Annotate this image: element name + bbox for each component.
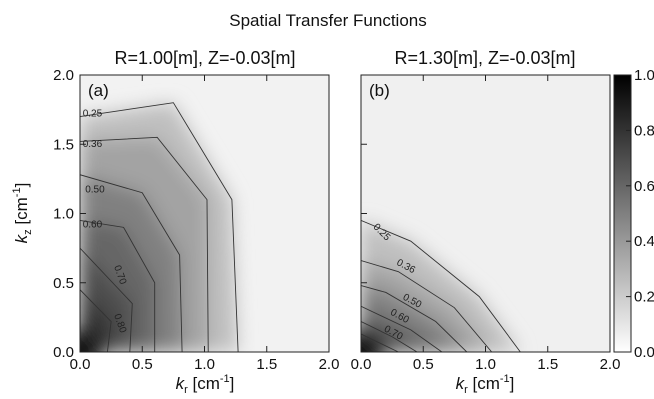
panel-a-xlabel-sub: r xyxy=(184,384,188,396)
panel-b-ticks: 0.0 0.5 1.0 1.5 2.0 xyxy=(351,74,621,373)
figure-title: Spatial Transfer Functions xyxy=(229,11,426,30)
colorbar-tick-label-3: 0.6 xyxy=(634,178,654,195)
panel-b-heatmap xyxy=(361,75,610,352)
panel-a-contour-5 xyxy=(80,289,112,352)
panel-a-ylabel-sub: z xyxy=(22,229,34,235)
colorbar-tick-label-2: 0.4 xyxy=(634,233,654,250)
panel-a-title: R=1.00[m], Z=-0.03[m] xyxy=(114,48,295,68)
panel-a: R=1.00[m], Z=-0.03[m] 0.250.360.500.600.… xyxy=(11,48,339,396)
colorbar-gradient xyxy=(613,74,632,353)
panel-b: R=1.30[m], Z=-0.03[m] 0.250.360.500.600.… xyxy=(351,48,621,396)
panel-a-xtick-label-4: 2.0 xyxy=(319,356,340,373)
panel-b-xlabel: kr [cm-1] xyxy=(456,373,515,396)
panel-a-xtick-label-3: 1.5 xyxy=(256,356,277,373)
panel-a-xtick-label-2: 1.0 xyxy=(194,356,215,373)
colorbar-tick-label-5: 1.0 xyxy=(634,67,654,84)
panel-a-ylabel: kz [cm-1] xyxy=(11,183,34,244)
panel-b-xtick-label-0: 0.0 xyxy=(351,356,372,373)
colorbar-tick-label-1: 0.2 xyxy=(634,289,654,306)
panel-b-xtick-label-4: 2.0 xyxy=(600,356,621,373)
panel-a-ylabel-sup: -1 xyxy=(11,187,23,197)
panel-a-fill-corner xyxy=(80,330,102,352)
panel-b-xlabel-close: ] xyxy=(510,374,515,393)
panel-a-label: (a) xyxy=(88,81,109,100)
panel-b-xlabel-sup: -1 xyxy=(500,373,510,385)
panel-a-xtick-label-1: 0.5 xyxy=(132,356,153,373)
panel-a-ylabel-k: k xyxy=(12,233,31,243)
panel-a-contour-label-2: 0.50 xyxy=(85,185,105,196)
panel-a-ytick-label-0: 0.0 xyxy=(53,344,74,361)
panel-b-xtick-label-1: 0.5 xyxy=(413,356,434,373)
panel-a-contour-label-3: 0.60 xyxy=(83,219,103,230)
panel-a-xtick-label-0: 0.0 xyxy=(70,356,91,373)
panel-b-xtick-label-2: 1.0 xyxy=(475,356,496,373)
panel-b-fill-corner xyxy=(361,330,383,352)
panel-a-ylabel-unit: [cm xyxy=(12,197,31,229)
colorbar-ticks: 0.0 0.2 0.4 0.6 0.8 1.0 xyxy=(626,67,654,361)
panel-a-contour-3 xyxy=(80,219,156,352)
panel-a-contour-label-1: 0.36 xyxy=(83,139,103,150)
colorbar-tick-label-0: 0.0 xyxy=(634,344,654,361)
colorbar-tick-label-4: 0.8 xyxy=(634,122,654,139)
panel-a-xlabel-close: ] xyxy=(230,374,235,393)
panel-a-ytick-label-2: 1.0 xyxy=(53,206,74,223)
panel-a-xlabel-sup: -1 xyxy=(220,373,230,385)
panel-b-contour-2 xyxy=(361,285,468,352)
panel-a-contours: 0.250.360.500.600.700.80 xyxy=(80,102,239,352)
panel-a-ytick-label-1: 0.5 xyxy=(53,275,74,292)
panel-a-xlabel-k: k xyxy=(176,374,186,393)
panel-a-ytick-label-3: 1.5 xyxy=(53,136,74,153)
panel-b-contour-4 xyxy=(361,321,418,352)
panel-b-contour-5 xyxy=(361,333,399,352)
panel-a-ticks: 0.0 0.5 1.0 1.5 2.0 0.0 0.5 1.0 1.5 2.0 xyxy=(53,67,339,373)
panel-a-heatmap xyxy=(80,75,329,352)
panel-a-contour-1 xyxy=(80,136,209,352)
panel-a-ylabel-close: ] xyxy=(12,183,31,188)
panel-b-xtick-label-3: 1.5 xyxy=(537,356,558,373)
colorbar: 0.0 0.2 0.4 0.6 0.8 1.0 xyxy=(613,67,654,361)
panel-b-contour-3 xyxy=(361,305,443,352)
panel-a-contour-2 xyxy=(80,174,183,352)
panel-a-contour-label-0: 0.25 xyxy=(83,109,103,120)
panel-b-title: R=1.30[m], Z=-0.03[m] xyxy=(394,48,575,68)
panel-b-label: (b) xyxy=(369,81,390,100)
panel-b-xlabel-k: k xyxy=(456,374,466,393)
panel-b-xlabel-unit: [cm xyxy=(468,374,500,393)
panel-a-contour-4 xyxy=(80,247,133,352)
panel-a-contour-0 xyxy=(80,102,239,352)
panel-b-xlabel-sub: r xyxy=(464,384,468,396)
panel-a-xlabel-unit: [cm xyxy=(188,374,220,393)
panel-a-xlabel: kr [cm-1] xyxy=(176,373,235,396)
panel-b-contour-0 xyxy=(361,220,521,352)
panel-b-contour-1 xyxy=(361,260,493,352)
panel-a-ytick-label-4: 2.0 xyxy=(53,67,74,84)
